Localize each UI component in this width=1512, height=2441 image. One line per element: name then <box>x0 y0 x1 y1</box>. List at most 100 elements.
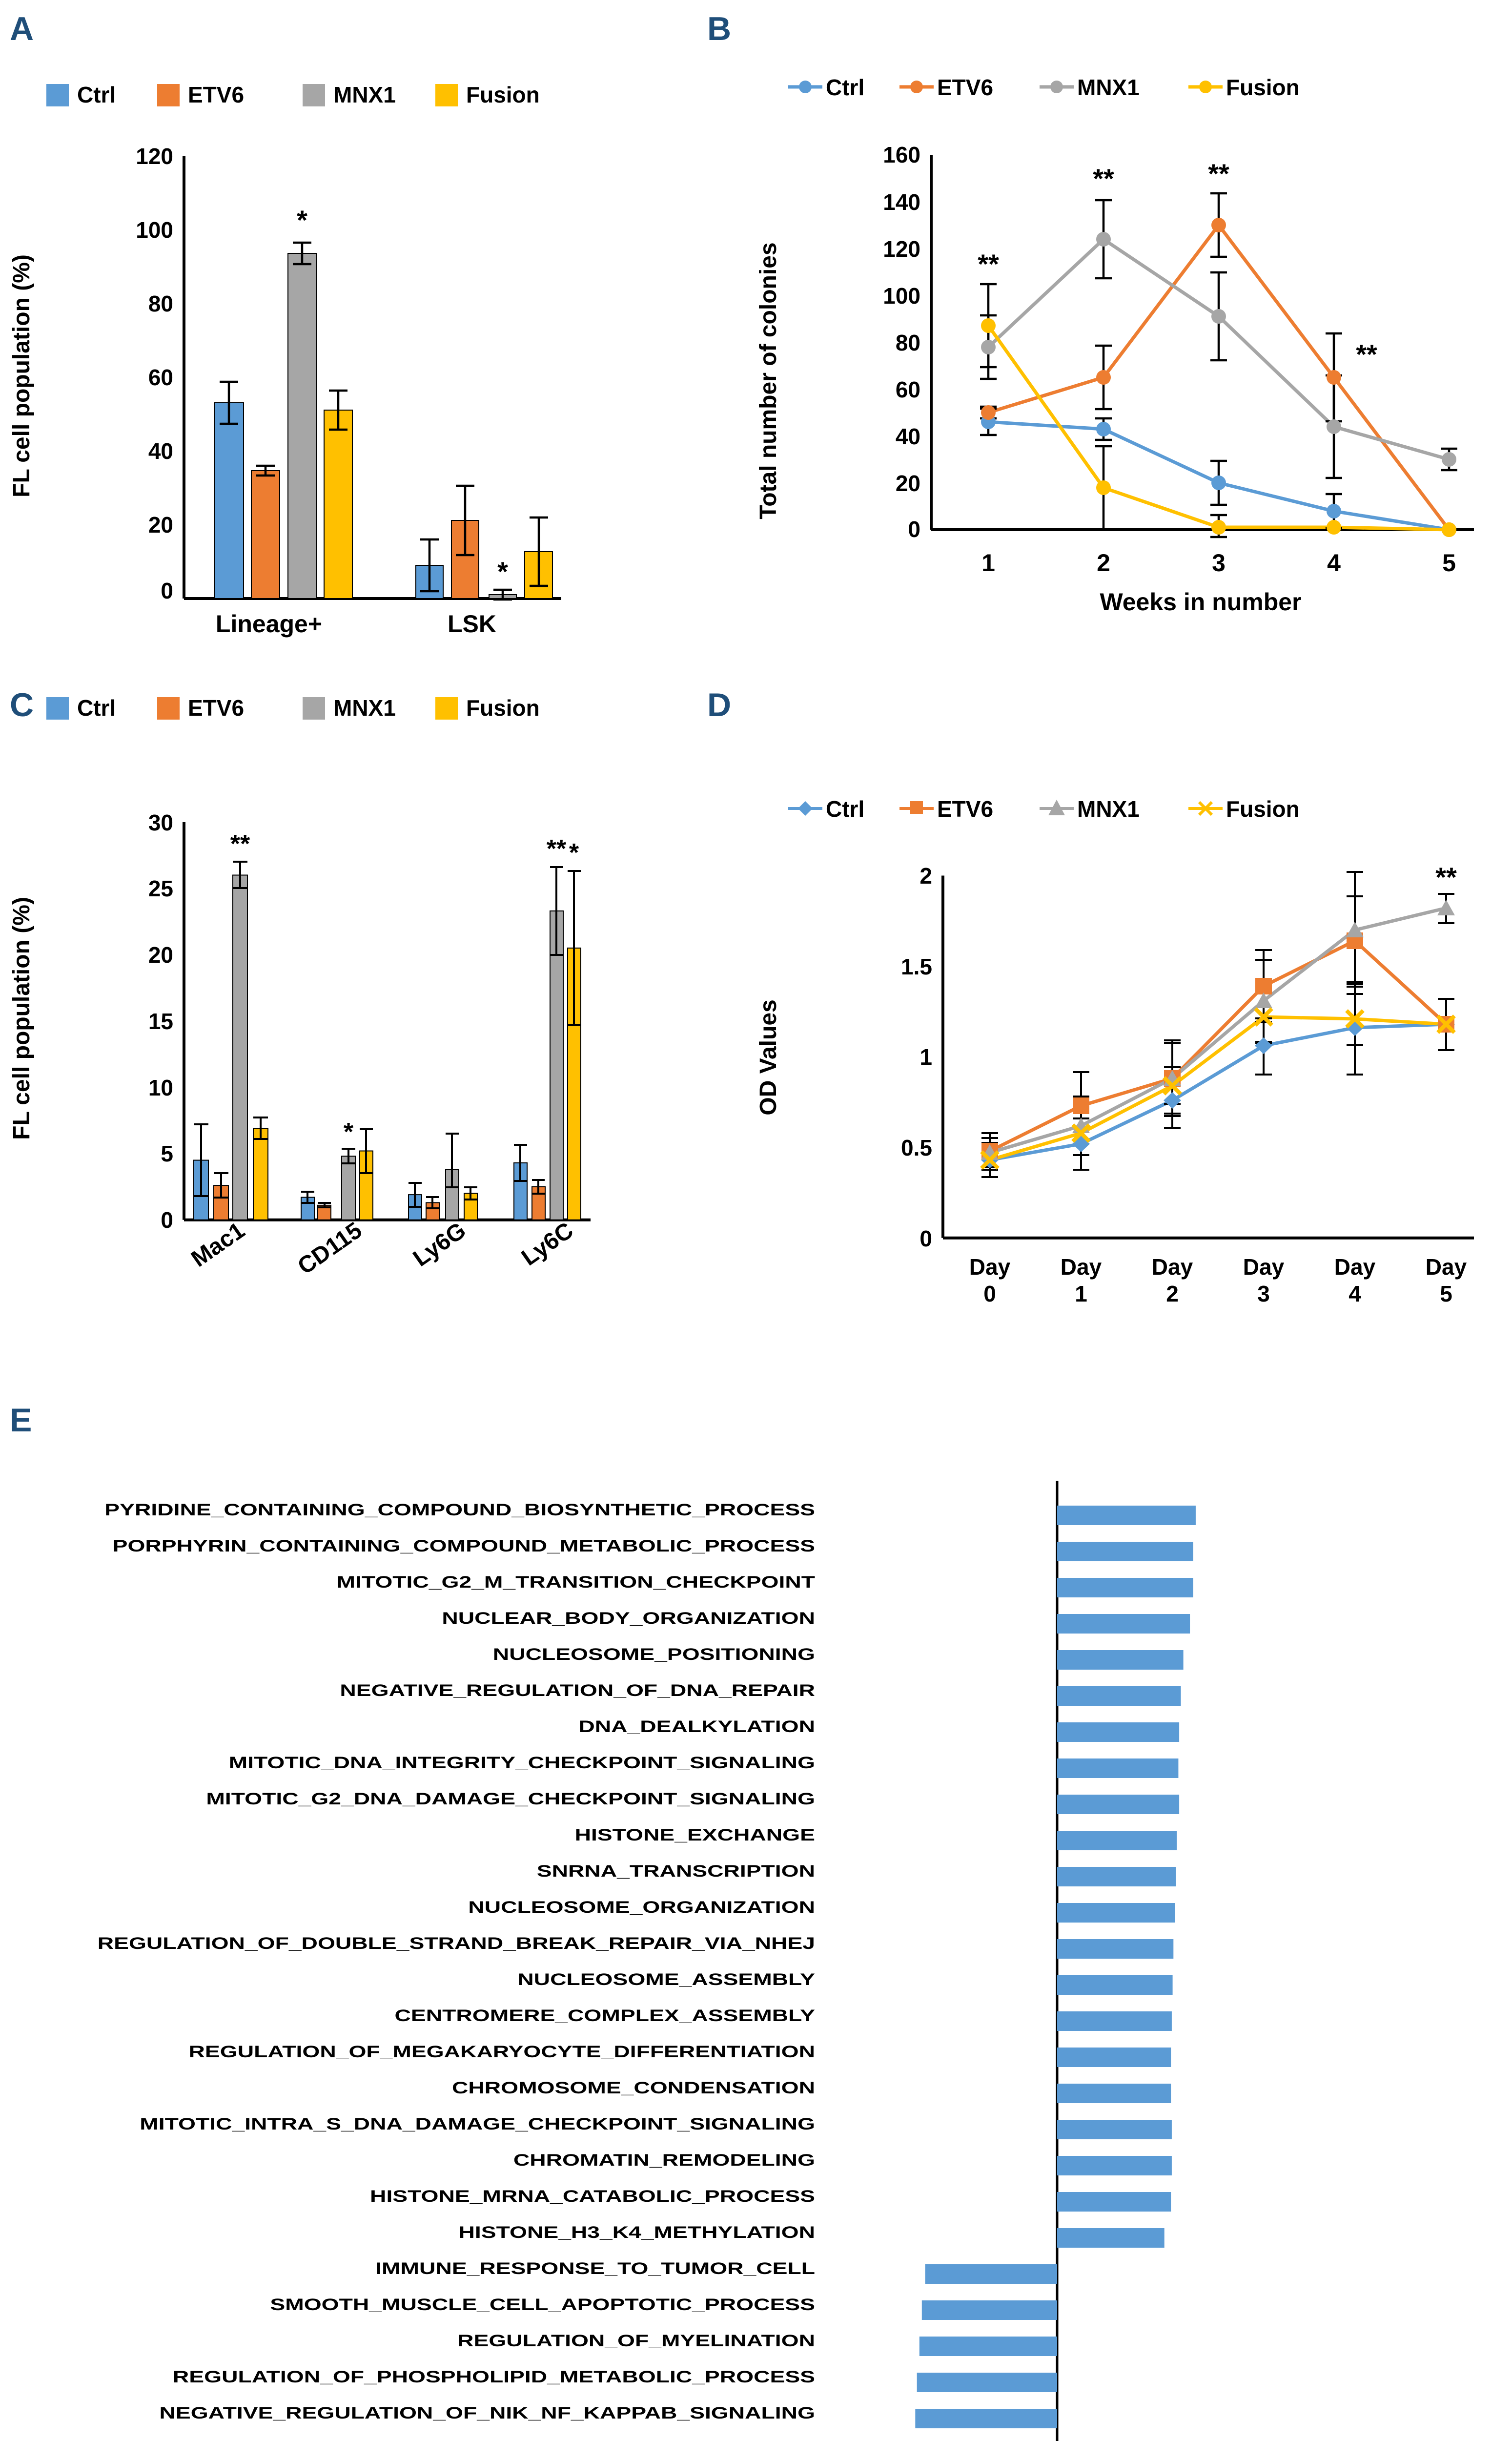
svg-text:NUCLEAR_BODY_ORGANIZATION: NUCLEAR_BODY_ORGANIZATION <box>442 1609 815 1628</box>
svg-text:Fusion: Fusion <box>466 82 540 107</box>
svg-text:Mac1: Mac1 <box>187 1218 250 1272</box>
svg-text:HISTONE_MRNA_CATABOLIC_PROCESS: HISTONE_MRNA_CATABOLIC_PROCESS <box>370 2187 815 2206</box>
svg-text:120: 120 <box>136 144 173 169</box>
svg-text:Day: Day <box>1243 1254 1285 1280</box>
svg-text:MNX1: MNX1 <box>333 82 396 107</box>
svg-text:ETV6: ETV6 <box>937 796 993 822</box>
svg-text:Fusion: Fusion <box>1226 75 1300 100</box>
svg-text:DNA_DEALKYLATION: DNA_DEALKYLATION <box>578 1717 815 1736</box>
svg-text:OD Values: OD Values <box>756 999 781 1115</box>
svg-text:3: 3 <box>1212 549 1226 577</box>
svg-text:IMMUNE_RESPONSE_TO_TUMOR_CELL: IMMUNE_RESPONSE_TO_TUMOR_CELL <box>375 2259 815 2278</box>
svg-text:CHROMOSOME_CONDENSATION: CHROMOSOME_CONDENSATION <box>452 2078 815 2097</box>
svg-text:4: 4 <box>1349 1281 1361 1306</box>
svg-text:0: 0 <box>919 1226 932 1251</box>
svg-text:20: 20 <box>148 512 173 538</box>
svg-text:**: ** <box>1208 158 1229 189</box>
svg-text:MNX1: MNX1 <box>1077 75 1140 100</box>
svg-text:NUCLEOSOME_ORGANIZATION: NUCLEOSOME_ORGANIZATION <box>468 1898 815 1917</box>
svg-text:10: 10 <box>148 1075 173 1100</box>
svg-text:5: 5 <box>161 1141 173 1166</box>
svg-text:Ctrl: Ctrl <box>826 75 864 100</box>
svg-text:100: 100 <box>136 217 173 243</box>
svg-text:NEGATIVE_REGULATION_OF_NIK_NF_: NEGATIVE_REGULATION_OF_NIK_NF_KAPPAB_SIG… <box>159 2403 815 2422</box>
svg-text:2: 2 <box>1166 1281 1179 1306</box>
svg-text:PORPHYRIN_CONTAINING_COMPOUND_: PORPHYRIN_CONTAINING_COMPOUND_METABOLIC_… <box>113 1536 815 1555</box>
svg-text:**: ** <box>1356 339 1377 370</box>
svg-text:25: 25 <box>148 876 173 901</box>
svg-text:Day: Day <box>1426 1254 1467 1280</box>
svg-text:**: ** <box>230 830 250 858</box>
svg-text:MITOTIC_G2_DNA_DAMAGE_CHECKPOI: MITOTIC_G2_DNA_DAMAGE_CHECKPOINT_SIGNALI… <box>206 1789 815 1808</box>
svg-text:*: * <box>497 556 508 587</box>
svg-text:MITOTIC_G2_M_TRANSITION_CHECKP: MITOTIC_G2_M_TRANSITION_CHECKPOINT <box>337 1572 816 1592</box>
svg-text:Lineage+: Lineage+ <box>216 610 322 638</box>
svg-text:*: * <box>297 205 307 235</box>
svg-text:REGULATION_OF_MEGAKARYOCYTE_DI: REGULATION_OF_MEGAKARYOCYTE_DIFFERENTIAT… <box>189 2042 815 2061</box>
svg-text:1: 1 <box>919 1044 932 1070</box>
svg-text:NEGATIVE_REGULATION_OF_DNA_REP: NEGATIVE_REGULATION_OF_DNA_REPAIR <box>340 1681 815 1700</box>
svg-text:Ctrl: Ctrl <box>826 796 864 822</box>
svg-text:*: * <box>569 839 579 867</box>
svg-text:HISTONE_EXCHANGE: HISTONE_EXCHANGE <box>575 1825 815 1844</box>
svg-text:SNRNA_TRANSCRIPTION: SNRNA_TRANSCRIPTION <box>537 1862 815 1881</box>
svg-text:30: 30 <box>148 810 173 835</box>
svg-text:Weeks in number: Weeks in number <box>1100 588 1301 616</box>
svg-text:FL cell population (%): FL cell population (%) <box>9 897 35 1140</box>
svg-text:1.5: 1.5 <box>901 954 932 979</box>
svg-text:Total number of colonies: Total number of colonies <box>756 242 781 519</box>
svg-text:**: ** <box>1435 862 1457 892</box>
svg-text:CENTROMERE_COMPLEX_ASSEMBLY: CENTROMERE_COMPLEX_ASSEMBLY <box>395 2006 815 2025</box>
svg-text:140: 140 <box>883 189 920 215</box>
svg-text:100: 100 <box>883 283 920 309</box>
svg-text:Ctrl: Ctrl <box>77 82 116 107</box>
svg-text:*: * <box>344 1118 354 1146</box>
svg-text:Day: Day <box>1334 1254 1376 1280</box>
svg-text:5: 5 <box>1440 1281 1452 1306</box>
svg-text:0: 0 <box>161 578 173 603</box>
svg-text:LSK: LSK <box>448 610 496 638</box>
svg-text:Ly6C: Ly6C <box>517 1218 578 1271</box>
svg-text:REGULATION_OF_PHOSPHOLIPID_MET: REGULATION_OF_PHOSPHOLIPID_METABOLIC_PRO… <box>173 2367 815 2386</box>
svg-text:80: 80 <box>896 330 920 355</box>
svg-text:5: 5 <box>1442 549 1456 577</box>
svg-text:40: 40 <box>148 438 173 464</box>
svg-text:HISTONE_H3_K4_METHYLATION: HISTONE_H3_K4_METHYLATION <box>459 2223 815 2242</box>
svg-text:Ctrl: Ctrl <box>77 695 116 721</box>
svg-text:SMOOTH_MUSCLE_CELL_APOPTOTIC_P: SMOOTH_MUSCLE_CELL_APOPTOTIC_PROCESS <box>270 2295 815 2314</box>
svg-text:60: 60 <box>148 365 173 390</box>
svg-text:REGULATION_OF_DOUBLE_STRAND_BR: REGULATION_OF_DOUBLE_STRAND_BREAK_REPAIR… <box>98 1934 815 1953</box>
svg-text:ETV6: ETV6 <box>188 695 244 721</box>
svg-text:20: 20 <box>896 471 920 496</box>
svg-text:120: 120 <box>883 236 920 262</box>
svg-text:Fusion: Fusion <box>466 695 540 721</box>
svg-text:0: 0 <box>908 517 920 542</box>
svg-text:CD115: CD115 <box>293 1218 367 1280</box>
svg-text:20: 20 <box>148 942 173 968</box>
svg-text:Day: Day <box>1061 1254 1102 1280</box>
svg-text:3: 3 <box>1257 1281 1270 1306</box>
svg-text:80: 80 <box>148 291 173 316</box>
svg-text:**: ** <box>1093 163 1114 194</box>
svg-text:MNX1: MNX1 <box>1077 796 1140 822</box>
svg-text:MITOTIC_INTRA_S_DNA_DAMAGE_CHE: MITOTIC_INTRA_S_DNA_DAMAGE_CHECKPOINT_SI… <box>140 2114 815 2133</box>
svg-text:1: 1 <box>981 549 995 577</box>
svg-text:PYRIDINE_CONTAINING_COMPOUND_B: PYRIDINE_CONTAINING_COMPOUND_BIOSYNTHETI… <box>104 1500 815 1519</box>
svg-text:0: 0 <box>161 1207 173 1233</box>
svg-text:0: 0 <box>983 1281 996 1306</box>
svg-text:Day: Day <box>1152 1254 1193 1280</box>
svg-text:CHROMATIN_REMODELING: CHROMATIN_REMODELING <box>513 2151 815 2170</box>
svg-text:REGULATION_OF_MYELINATION: REGULATION_OF_MYELINATION <box>457 2331 815 2350</box>
svg-text:NUCLEOSOME_POSITIONING: NUCLEOSOME_POSITIONING <box>493 1645 815 1664</box>
svg-text:Ly6G: Ly6G <box>409 1218 470 1272</box>
svg-text:Day: Day <box>969 1254 1011 1280</box>
svg-text:MNX1: MNX1 <box>333 695 396 721</box>
svg-text:MITOTIC_DNA_INTEGRITY_CHECKPOI: MITOTIC_DNA_INTEGRITY_CHECKPOINT_SIGNALI… <box>229 1753 815 1772</box>
svg-text:**: ** <box>978 248 999 279</box>
svg-text:0.5: 0.5 <box>901 1135 932 1160</box>
svg-text:4: 4 <box>1327 549 1341 577</box>
svg-text:160: 160 <box>883 142 920 167</box>
svg-text:Fusion: Fusion <box>1226 796 1300 822</box>
svg-text:2: 2 <box>1097 549 1110 577</box>
svg-text:ETV6: ETV6 <box>937 75 993 100</box>
